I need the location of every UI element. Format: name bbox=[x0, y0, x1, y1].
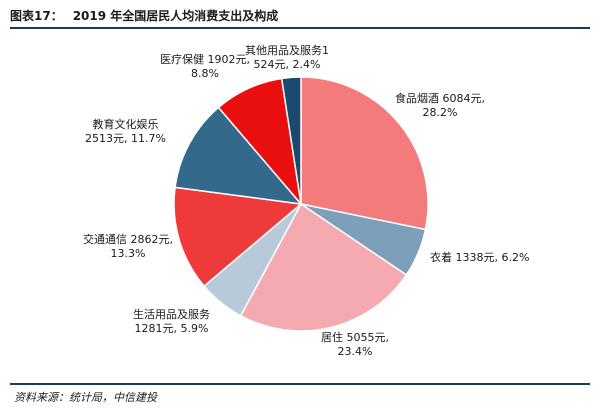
slice-label-healthcare-line2: 8.8% bbox=[191, 67, 219, 80]
pie-slice-4 bbox=[173, 186, 303, 288]
slice-label-transport: 交通通信 2862元, 13.3% bbox=[83, 233, 173, 261]
slice-label-daily-goods-line2: 1281元, 5.9% bbox=[134, 322, 209, 335]
slice-label-daily-goods-line1: 生活用品及服务 bbox=[133, 308, 210, 321]
slice-label-housing: 居住 5055元, 23.4% bbox=[321, 331, 389, 359]
slice-label-other-line2: 524元, 2.4% bbox=[253, 58, 321, 71]
slice-label-education-line2: 2513元, 11.7% bbox=[85, 132, 166, 145]
bottom-rule bbox=[10, 383, 590, 385]
pie-slice-2 bbox=[239, 202, 408, 332]
slice-label-daily-goods: 生活用品及服务 1281元, 5.9% bbox=[133, 308, 210, 336]
figure-number: 图表17： bbox=[10, 9, 63, 23]
source-note: 资料来源：统计局，中信建投 bbox=[14, 391, 157, 404]
slice-label-food-line2: 28.2% bbox=[422, 106, 458, 119]
pie-slice-5 bbox=[174, 106, 303, 205]
slice-label-other-line1: 其他用品及服务1 bbox=[245, 44, 329, 57]
slice-label-healthcare-line1: 医疗保健 1902元, bbox=[160, 53, 250, 66]
slice-label-clothing: 衣着 1338元, 6.2% bbox=[430, 251, 529, 265]
slice-label-housing-line2: 23.4% bbox=[337, 345, 373, 358]
slice-label-clothing-line1: 衣着 1338元, 6.2% bbox=[430, 251, 530, 264]
slice-label-transport-line2: 13.3% bbox=[110, 247, 146, 260]
figure-title-text: 2019 年全国居民人均消费支出及构成 bbox=[72, 9, 279, 23]
slice-label-food: 食品烟酒 6084元, 28.2% bbox=[395, 92, 485, 120]
slice-label-transport-line1: 交通通信 2862元, bbox=[83, 233, 173, 246]
pie-slice-0 bbox=[300, 76, 429, 231]
slice-label-food-line1: 食品烟酒 6084元, bbox=[395, 92, 485, 105]
slice-label-other: 其他用品及服务1 524元, 2.4% bbox=[245, 44, 329, 72]
slice-label-housing-line1: 居住 5055元, bbox=[321, 331, 389, 344]
slice-label-education: 教育文化娱乐 2513元, 11.7% bbox=[85, 118, 166, 146]
slice-label-education-line1: 教育文化娱乐 bbox=[92, 118, 159, 131]
slice-label-healthcare: 医疗保健 1902元, 8.8% bbox=[160, 53, 250, 81]
top-rule bbox=[10, 27, 590, 29]
figure-title: 图表17： 2019 年全国居民人均消费支出及构成 bbox=[10, 7, 278, 24]
pie-slice-7 bbox=[280, 76, 302, 205]
